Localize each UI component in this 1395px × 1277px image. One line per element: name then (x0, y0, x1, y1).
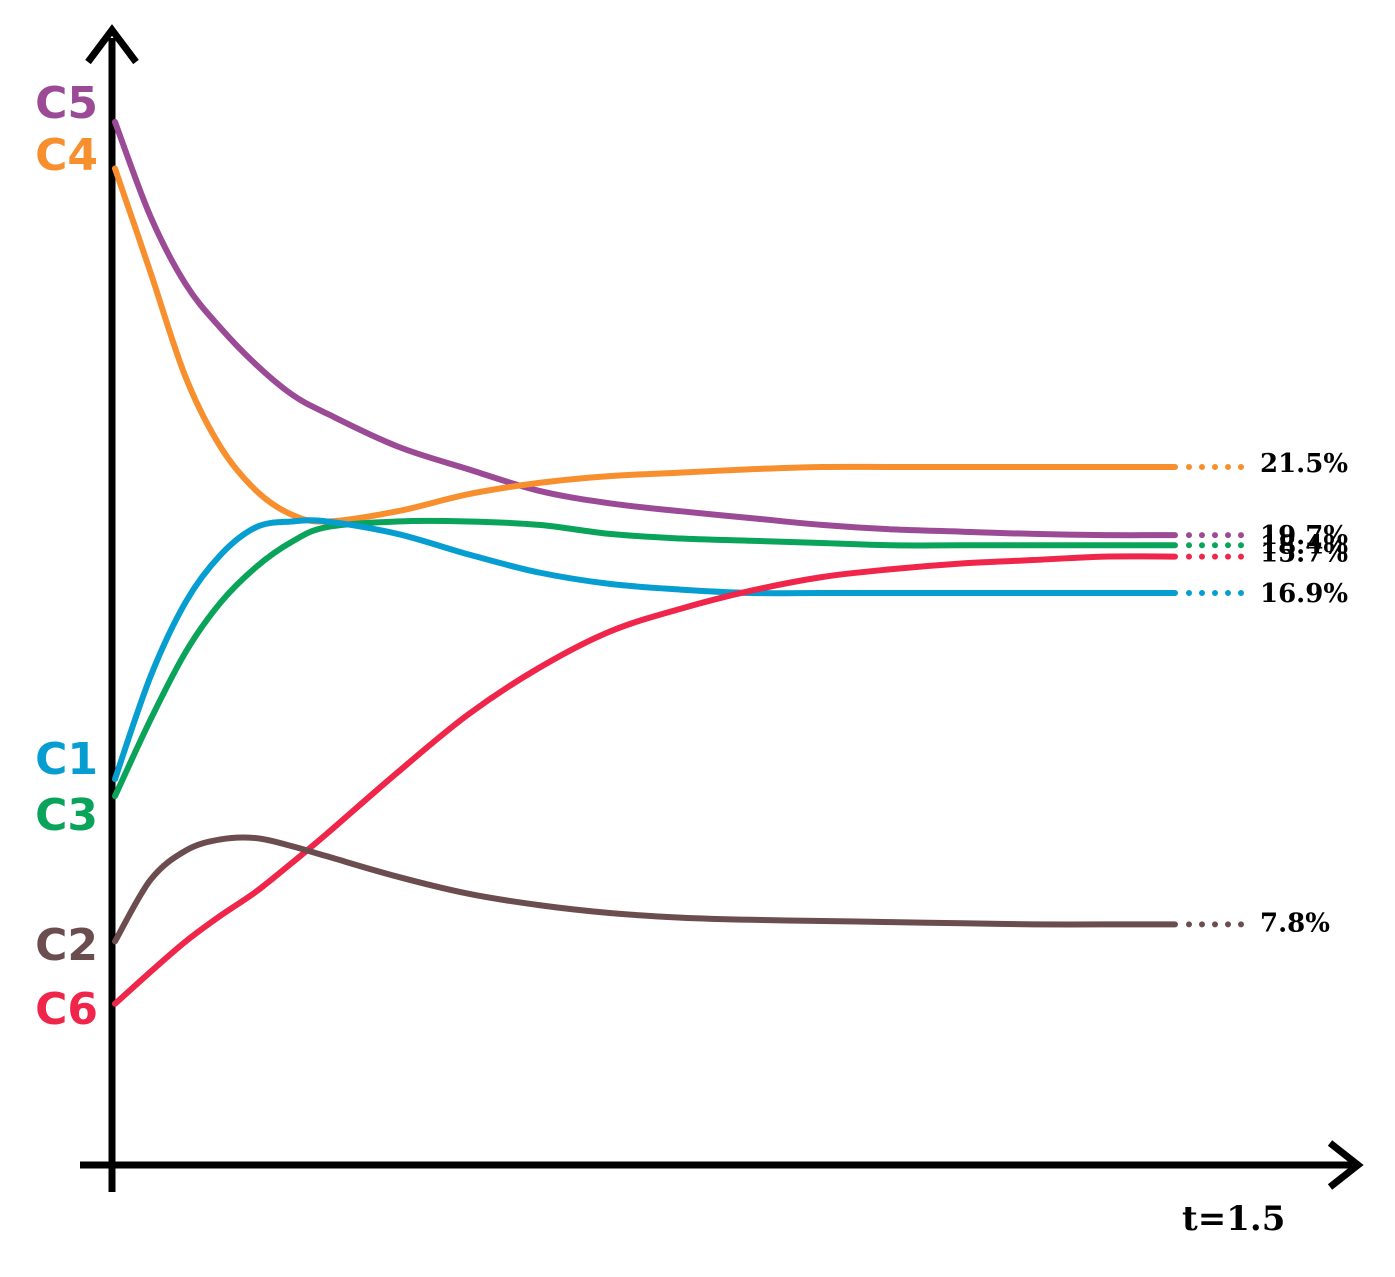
series-name-label-c3: C3 (35, 790, 98, 841)
series-layer (112, 118, 1251, 1007)
x-axis (80, 1140, 1364, 1190)
end-value-label-c3: 18.4% (1260, 530, 1348, 560)
series-name-label-c6: C6 (35, 984, 98, 1035)
series-line-c4 (112, 165, 1178, 525)
series-name-label-c1: C1 (35, 734, 98, 785)
series-line-c3 (112, 517, 1178, 800)
x-axis-label: t=1.5 (1182, 1199, 1285, 1239)
end-value-label-c2: 7.8% (1260, 908, 1330, 938)
end-value-label-c6: 15.7% (1260, 539, 1348, 569)
series-line-c1 (112, 517, 1178, 783)
series-name-label-c2: C2 (35, 920, 98, 971)
series-line-c2 (112, 834, 1178, 945)
series-line-c5 (112, 118, 1178, 539)
series-name-label-c4: C4 (35, 130, 98, 181)
end-value-label-c5: 19.7% (1260, 521, 1348, 551)
series-name-label-c5: C5 (35, 78, 98, 129)
end-value-label-c4: 21.5% (1260, 449, 1348, 479)
end-value-label-c1: 16.9% (1260, 579, 1348, 609)
series-line-c6 (112, 553, 1178, 1007)
y-axis (85, 24, 139, 1192)
labels-layer: 19.7% C5 21.5% C4 18.4% C3 16.9% C1 15.7% C6 7.8% C… (35, 78, 1348, 1035)
